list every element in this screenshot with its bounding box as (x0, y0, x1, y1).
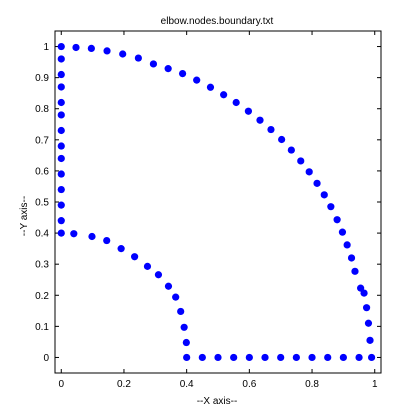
data-point (57, 126, 65, 135)
y-tick-label: 1 (43, 42, 49, 53)
x-tick-label: 0.6 (242, 379, 256, 390)
data-point (177, 307, 185, 316)
data-point (193, 76, 201, 84)
data-point (333, 216, 341, 224)
data-point (198, 353, 206, 362)
data-point (327, 203, 335, 211)
data-point (297, 157, 305, 165)
data-point (164, 65, 172, 73)
data-point (57, 98, 65, 107)
data-point (338, 228, 347, 236)
data-point (256, 116, 264, 124)
x-tick-label: 0.2 (117, 379, 131, 390)
y-tick-label: 0.7 (35, 135, 49, 146)
data-point (180, 323, 188, 331)
data-point (182, 338, 190, 347)
data-point (339, 353, 347, 362)
data-point (57, 111, 65, 119)
data-point (305, 168, 313, 176)
data-point (164, 282, 173, 290)
data-point (320, 191, 328, 199)
data-point (57, 170, 65, 178)
data-point (57, 185, 65, 194)
y-tick-label: 0.6 (35, 166, 49, 177)
data-point (313, 179, 321, 187)
x-tick-label: 1 (372, 379, 378, 390)
x-tick-label: 0 (58, 379, 64, 390)
data-point (324, 353, 332, 362)
data-point (117, 245, 125, 253)
data-point (244, 107, 253, 115)
data-points (57, 42, 376, 362)
plot-frame (54, 30, 382, 374)
data-point (134, 54, 142, 62)
data-point (230, 353, 238, 362)
x-tick-label: 0.4 (180, 379, 194, 390)
data-point (206, 83, 215, 91)
data-point (183, 353, 191, 362)
data-point (149, 60, 158, 68)
y-tick-label: 0.5 (35, 198, 49, 209)
data-point (362, 304, 371, 312)
data-point (245, 353, 253, 362)
data-point (103, 236, 111, 245)
data-point (57, 142, 65, 150)
y-tick-label: 0.3 (35, 260, 49, 271)
data-point (278, 135, 286, 144)
data-point (119, 50, 127, 58)
data-point (57, 154, 65, 163)
data-point (277, 353, 285, 362)
x-axis-label: --X axis-- (197, 396, 238, 407)
data-point (351, 267, 359, 275)
data-point (214, 353, 222, 362)
data-point (347, 254, 356, 262)
data-point (308, 353, 316, 362)
data-point (57, 55, 65, 63)
data-point (367, 353, 376, 362)
data-point (57, 201, 65, 209)
data-point (178, 69, 187, 78)
data-point (87, 44, 95, 53)
data-point (364, 319, 373, 327)
data-point (360, 289, 368, 297)
data-point (261, 353, 269, 362)
data-point (131, 253, 139, 261)
y-tick-label: 0.1 (35, 322, 49, 333)
axis-ticks: 0 0.2 0.4 0.6 0.8 1 0 0.1 0.2 0.3 0.4 0.5 0.6 0.7 0.8 0… (35, 31, 381, 390)
data-point (57, 70, 65, 79)
x-tick-label: 0.8 (305, 379, 319, 390)
data-point (57, 217, 65, 225)
data-point (154, 271, 163, 279)
data-point (57, 229, 65, 237)
chart-title: elbow.nodes.boundary.txt (161, 16, 274, 27)
data-point (355, 353, 363, 362)
data-point (57, 83, 65, 91)
data-point (72, 43, 80, 52)
data-point (143, 262, 152, 270)
y-tick-label: 0.2 (35, 291, 49, 302)
data-point (57, 42, 65, 51)
y-axis-label: --Y axis-- (19, 196, 30, 236)
data-point (70, 230, 78, 238)
data-point (220, 91, 228, 99)
y-tick-label: 0.4 (35, 229, 49, 240)
data-point (343, 241, 351, 249)
data-point (287, 146, 295, 154)
y-tick-label: 0.9 (35, 73, 49, 84)
data-point (366, 336, 374, 344)
data-point (267, 125, 275, 134)
data-point (172, 293, 180, 301)
data-point (103, 47, 111, 55)
data-point (292, 353, 300, 362)
y-tick-label: 0.8 (35, 104, 49, 115)
data-point (232, 98, 240, 107)
data-point (88, 232, 96, 241)
y-tick-label: 0 (43, 353, 49, 364)
